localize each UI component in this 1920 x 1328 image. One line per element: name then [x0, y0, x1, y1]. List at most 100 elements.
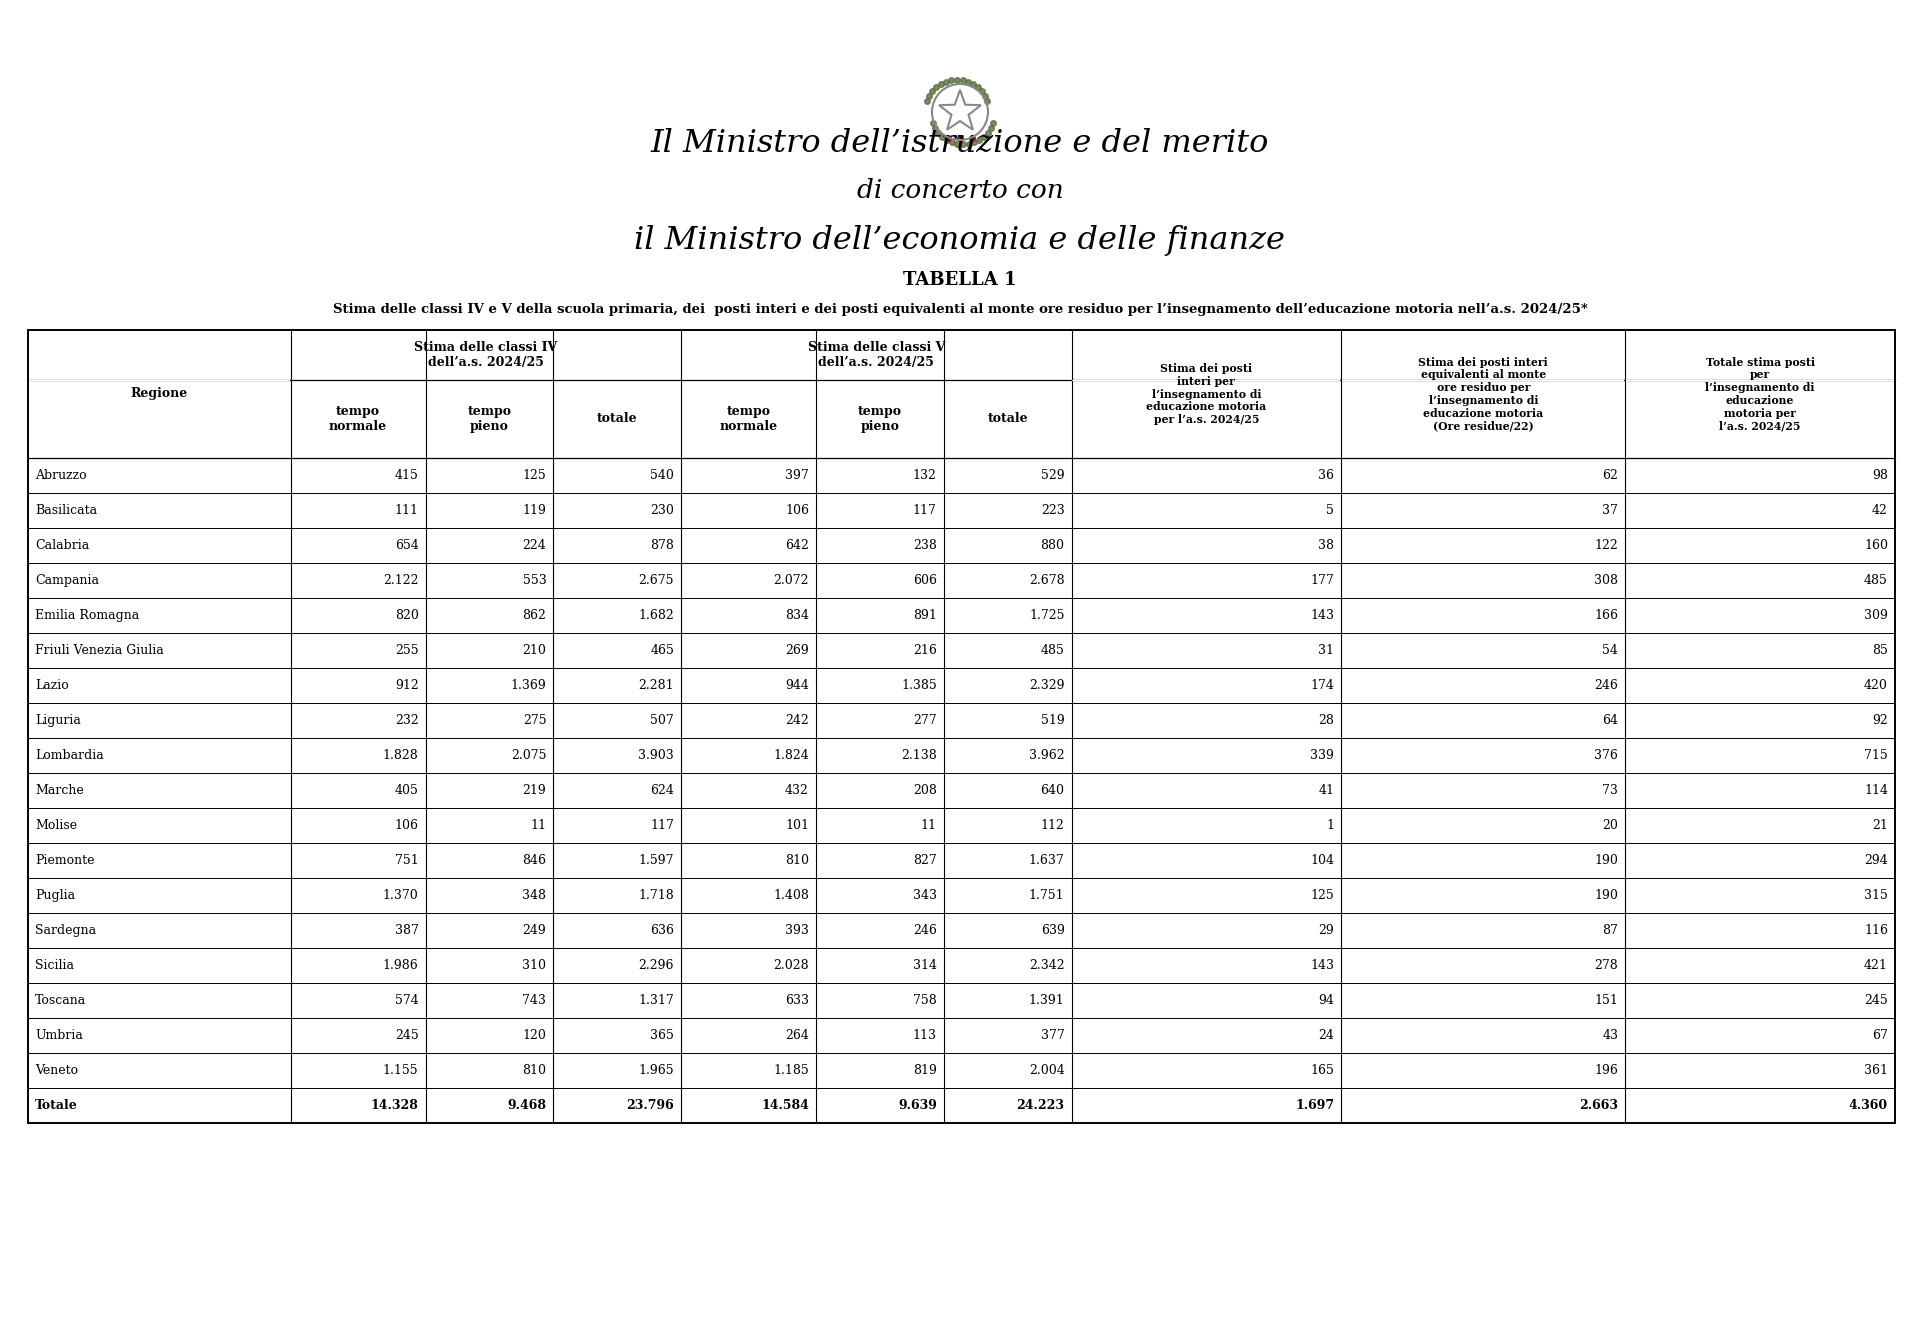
Text: 878: 878	[651, 539, 674, 552]
Text: 1.185: 1.185	[774, 1064, 808, 1077]
Text: 43: 43	[1603, 1029, 1619, 1042]
Text: 2.281: 2.281	[639, 679, 674, 692]
Text: 1.369: 1.369	[511, 679, 547, 692]
Text: 23.796: 23.796	[626, 1100, 674, 1112]
Text: 485: 485	[1041, 644, 1064, 657]
Text: 5: 5	[1327, 505, 1334, 517]
Text: 891: 891	[912, 610, 937, 622]
Text: 245: 245	[1864, 993, 1887, 1007]
Text: 654: 654	[396, 539, 419, 552]
Text: 2.028: 2.028	[774, 959, 808, 972]
Text: 246: 246	[1594, 679, 1619, 692]
Text: Umbria: Umbria	[35, 1029, 83, 1042]
Text: 2.675: 2.675	[639, 574, 674, 587]
Text: 37: 37	[1603, 505, 1619, 517]
Text: Sardegna: Sardegna	[35, 924, 96, 938]
Text: 420: 420	[1864, 679, 1887, 692]
Text: 743: 743	[522, 993, 547, 1007]
Text: Totale: Totale	[35, 1100, 77, 1112]
Text: 827: 827	[914, 854, 937, 867]
Text: 294: 294	[1864, 854, 1887, 867]
Text: 278: 278	[1594, 959, 1619, 972]
Text: 810: 810	[785, 854, 808, 867]
Text: 11: 11	[530, 819, 547, 833]
Text: 339: 339	[1311, 749, 1334, 762]
Text: 2.075: 2.075	[511, 749, 547, 762]
Text: 151: 151	[1594, 993, 1619, 1007]
Text: Toscana: Toscana	[35, 993, 86, 1007]
Text: 24.223: 24.223	[1016, 1100, 1064, 1112]
Text: 4.360: 4.360	[1849, 1100, 1887, 1112]
Text: 810: 810	[522, 1064, 547, 1077]
Text: 106: 106	[785, 505, 808, 517]
Text: totale: totale	[597, 413, 637, 425]
Text: 3.903: 3.903	[637, 749, 674, 762]
Text: 393: 393	[785, 924, 808, 938]
Text: Lazio: Lazio	[35, 679, 69, 692]
Text: 1.751: 1.751	[1029, 888, 1064, 902]
Text: 269: 269	[785, 644, 808, 657]
Text: 3.962: 3.962	[1029, 749, 1064, 762]
Text: 125: 125	[1311, 888, 1334, 902]
Text: tempo
normale: tempo normale	[328, 405, 388, 433]
Text: 165: 165	[1311, 1064, 1334, 1077]
Text: 432: 432	[785, 784, 808, 797]
Text: 1.965: 1.965	[639, 1064, 674, 1077]
Text: 314: 314	[912, 959, 937, 972]
Text: 232: 232	[396, 714, 419, 726]
Text: 14.584: 14.584	[760, 1100, 808, 1112]
Text: 224: 224	[522, 539, 547, 552]
Text: 365: 365	[651, 1029, 674, 1042]
Text: 230: 230	[651, 505, 674, 517]
Text: Stima delle classi V
dell’a.s. 2024/25: Stima delle classi V dell’a.s. 2024/25	[808, 341, 945, 369]
Text: 242: 242	[785, 714, 808, 726]
Text: 20: 20	[1603, 819, 1619, 833]
Text: 529: 529	[1041, 469, 1064, 482]
Text: 190: 190	[1594, 888, 1619, 902]
Text: Emilia Romagna: Emilia Romagna	[35, 610, 140, 622]
Text: 2.122: 2.122	[382, 574, 419, 587]
Text: 553: 553	[522, 574, 547, 587]
Text: 117: 117	[912, 505, 937, 517]
Text: 112: 112	[1041, 819, 1064, 833]
Text: 275: 275	[522, 714, 547, 726]
Text: 751: 751	[396, 854, 419, 867]
Text: 820: 820	[396, 610, 419, 622]
Text: 87: 87	[1603, 924, 1619, 938]
Text: 125: 125	[522, 469, 547, 482]
Text: 1.317: 1.317	[637, 993, 674, 1007]
Text: tempo
normale: tempo normale	[720, 405, 778, 433]
Text: 2.663: 2.663	[1580, 1100, 1619, 1112]
Text: 361: 361	[1864, 1064, 1887, 1077]
Text: 85: 85	[1872, 644, 1887, 657]
Text: 519: 519	[1041, 714, 1064, 726]
Text: 758: 758	[914, 993, 937, 1007]
Text: 1.385: 1.385	[900, 679, 937, 692]
Text: 264: 264	[785, 1029, 808, 1042]
Text: 348: 348	[522, 888, 547, 902]
Text: Stima delle classi IV e V della scuola primaria, dei  posti interi e dei posti e: Stima delle classi IV e V della scuola p…	[332, 304, 1588, 316]
Text: 143: 143	[1309, 610, 1334, 622]
Bar	[29, 329, 1895, 1123]
Text: 24: 24	[1319, 1029, 1334, 1042]
Text: 2.329: 2.329	[1029, 679, 1064, 692]
Text: 117: 117	[651, 819, 674, 833]
Text: 67: 67	[1872, 1029, 1887, 1042]
Text: 246: 246	[912, 924, 937, 938]
Text: Sicilia: Sicilia	[35, 959, 75, 972]
Text: 1.370: 1.370	[382, 888, 419, 902]
Text: 14.328: 14.328	[371, 1100, 419, 1112]
Text: Basilicata: Basilicata	[35, 505, 98, 517]
Text: 31: 31	[1319, 644, 1334, 657]
Text: 111: 111	[394, 505, 419, 517]
Text: 415: 415	[396, 469, 419, 482]
Text: Totale stima posti
per
l’insegnamento di
educazione
motoria per
l’a.s. 2024/25: Totale stima posti per l’insegnamento di…	[1705, 356, 1814, 432]
Text: 216: 216	[912, 644, 937, 657]
Text: Regione: Regione	[131, 388, 188, 401]
Text: 174: 174	[1311, 679, 1334, 692]
Text: totale: totale	[987, 413, 1027, 425]
Text: 245: 245	[396, 1029, 419, 1042]
Text: 132: 132	[912, 469, 937, 482]
Text: 143: 143	[1309, 959, 1334, 972]
Text: 376: 376	[1594, 749, 1619, 762]
